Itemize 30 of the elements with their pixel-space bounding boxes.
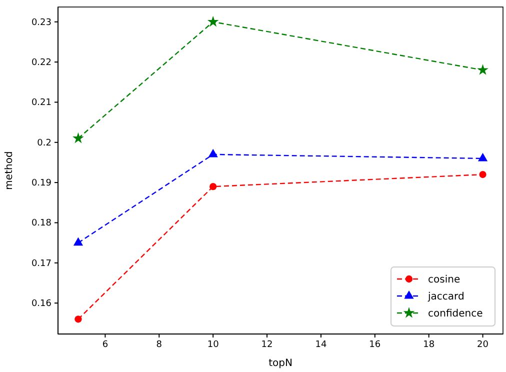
y-tick-label: 0.17 [31, 258, 52, 269]
point [208, 148, 218, 158]
point [72, 132, 84, 144]
point [210, 183, 217, 190]
y-tick-label: 0.23 [31, 18, 52, 28]
y-tick-label: 0.2 [37, 138, 52, 148]
x-tick-label: 18 [423, 340, 435, 350]
point [477, 64, 488, 75]
y-tick-label: 0.16 [31, 298, 52, 309]
x-tick-label: 12 [261, 340, 273, 350]
y-tick-label: 0.22 [31, 58, 52, 68]
point [207, 16, 219, 27]
x-tick-label: 8 [156, 340, 162, 350]
x-tick-label: 16 [369, 340, 381, 350]
legend-label: jaccard [427, 292, 464, 302]
x-tick-label: 6 [102, 340, 108, 350]
x-tick-label: 14 [315, 340, 327, 350]
legend-label: confidence [428, 308, 483, 320]
point [73, 237, 84, 246]
x-tick-label: 20 [477, 340, 489, 350]
y-tick-label: 0.18 [31, 218, 52, 229]
y-axis-title: method [4, 151, 15, 190]
point [479, 170, 486, 178]
point [74, 316, 82, 323]
legend-label: cosine [428, 274, 460, 286]
x-tick-label: 10 [207, 340, 220, 350]
x-axis-title: topN [268, 358, 292, 369]
y-tick-label: 0.21 [31, 98, 52, 108]
y-tick-label: 0.19 [31, 178, 52, 188]
point [478, 152, 488, 162]
